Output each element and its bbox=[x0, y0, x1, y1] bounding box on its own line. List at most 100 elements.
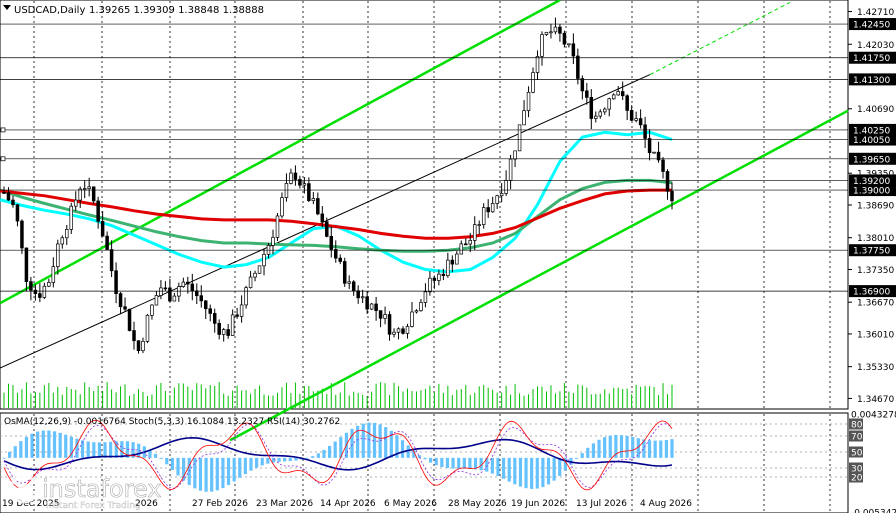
time-axis-label: 19 Jun 2026 bbox=[511, 499, 565, 509]
osma-bar bbox=[350, 428, 354, 458]
candle-body bbox=[284, 183, 289, 198]
candle-body bbox=[401, 328, 405, 334]
osma-bar bbox=[52, 431, 57, 458]
moving-average-line bbox=[0, 188, 672, 240]
osma-bar bbox=[636, 438, 640, 458]
candle-body bbox=[508, 158, 513, 181]
price-tick-label: 1.36010 bbox=[857, 330, 894, 340]
candle-body bbox=[513, 150, 517, 160]
osma-bar bbox=[283, 457, 287, 462]
candle-body bbox=[459, 243, 464, 255]
candle-body bbox=[540, 34, 544, 57]
osma-bar bbox=[86, 441, 90, 458]
osma-bar bbox=[97, 442, 102, 458]
candle-body bbox=[60, 237, 65, 245]
candle-body bbox=[38, 293, 42, 298]
candle-body bbox=[100, 221, 105, 237]
candle-body bbox=[410, 311, 414, 327]
candle-body bbox=[423, 291, 428, 303]
osma-bar bbox=[8, 451, 12, 458]
candle-body bbox=[150, 304, 154, 316]
osma-bar bbox=[238, 457, 242, 478]
candle-body bbox=[567, 43, 571, 46]
channel-mid-line bbox=[0, 74, 651, 369]
level-label: 1.42450 bbox=[853, 21, 890, 31]
level-marker bbox=[0, 156, 6, 162]
osma-bar bbox=[176, 457, 180, 476]
candle-body bbox=[244, 287, 248, 306]
osma-bar bbox=[221, 457, 225, 489]
candle-body bbox=[638, 118, 643, 126]
level-label-box bbox=[849, 244, 896, 257]
candle-body bbox=[450, 259, 455, 265]
level-label-box bbox=[849, 152, 896, 165]
candle-body bbox=[226, 329, 230, 336]
osma-bar bbox=[316, 453, 320, 458]
osma-bar bbox=[159, 457, 163, 459]
candle-body bbox=[531, 72, 535, 93]
candle-body bbox=[307, 183, 311, 202]
candle-body bbox=[208, 308, 212, 314]
price-tick-label: 1.37350 bbox=[857, 266, 894, 276]
candle-body bbox=[562, 32, 567, 45]
candle-body bbox=[105, 235, 109, 250]
candle-body bbox=[598, 111, 603, 117]
osma-bar bbox=[457, 457, 461, 469]
osma-bar bbox=[552, 457, 556, 481]
osma-bar bbox=[597, 439, 601, 458]
osma-bar bbox=[485, 457, 489, 472]
channel-lower-line bbox=[229, 109, 849, 442]
osma-bar bbox=[226, 457, 231, 486]
candle-body bbox=[342, 261, 347, 284]
candle-body bbox=[455, 253, 459, 265]
candle-body bbox=[365, 296, 369, 310]
osma-bar bbox=[69, 436, 73, 458]
oscillator-level-box bbox=[849, 462, 863, 474]
time-axis-label: 2026 bbox=[135, 499, 158, 509]
candle-body bbox=[96, 200, 100, 222]
level-label: 1.40250 bbox=[853, 126, 890, 136]
osma-bar bbox=[586, 447, 590, 458]
osma-bar bbox=[2, 457, 6, 459]
chevron-down-icon[interactable] bbox=[3, 5, 11, 10]
osma-bar bbox=[24, 436, 29, 458]
candle-body bbox=[78, 188, 82, 201]
candle-body bbox=[82, 188, 87, 190]
osma-bar bbox=[13, 446, 17, 458]
candle-body bbox=[181, 281, 186, 287]
candle-body bbox=[316, 198, 320, 215]
level-label-box bbox=[849, 285, 896, 298]
candle-body bbox=[571, 43, 576, 57]
osma-bar bbox=[423, 457, 427, 460]
candle-body bbox=[145, 315, 150, 342]
logo-icon bbox=[9, 474, 39, 504]
candle-body bbox=[248, 276, 253, 289]
level-marker bbox=[0, 127, 6, 133]
osma-bar bbox=[608, 435, 612, 458]
osma-bar bbox=[619, 435, 624, 458]
osma-bar bbox=[232, 457, 236, 482]
osma-bar bbox=[546, 457, 551, 485]
time-axis-label: 6 May 2026 bbox=[384, 499, 437, 509]
time-axis-label: 13 Jul 2026 bbox=[576, 499, 627, 509]
candle-body bbox=[544, 31, 549, 35]
osma-bar bbox=[530, 457, 534, 489]
candle-body bbox=[656, 151, 661, 161]
osma-bar bbox=[406, 445, 410, 458]
osma-bar bbox=[670, 439, 674, 458]
osma-bar bbox=[518, 457, 523, 487]
candle-body bbox=[665, 171, 670, 192]
level-label-box bbox=[849, 51, 896, 64]
level-label-box bbox=[849, 133, 896, 146]
candle-body bbox=[91, 186, 96, 202]
candle-body bbox=[504, 179, 508, 194]
candle-body bbox=[293, 172, 298, 180]
candle-body bbox=[351, 281, 356, 292]
candle-body bbox=[499, 193, 504, 197]
candlesticks bbox=[2, 17, 674, 354]
candle-body bbox=[118, 293, 123, 308]
oscillator-tick-label: -0.005342 bbox=[851, 509, 896, 514]
candle-body bbox=[195, 290, 199, 297]
